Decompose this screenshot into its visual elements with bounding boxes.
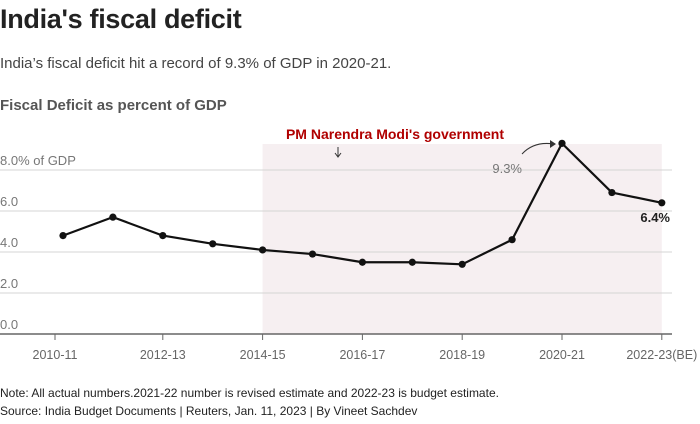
chart-title: Fiscal Deficit as percent of GDP	[0, 97, 227, 114]
x-tick-label: 2022-23(BE)	[626, 348, 697, 362]
subtitle: India’s fiscal deficit hit a record of 9…	[0, 55, 392, 72]
y-tick-label: 4.0	[0, 235, 18, 250]
data-point	[159, 232, 167, 240]
y-tick-label: 0.0	[0, 317, 18, 332]
x-tick-label: 2018-19	[439, 348, 485, 362]
arrow-head-icon	[550, 140, 556, 148]
data-point	[508, 236, 516, 244]
data-point	[358, 258, 366, 266]
y-tick-label: 6.0	[0, 194, 18, 209]
data-point	[259, 246, 267, 254]
shaded-region	[262, 144, 662, 334]
page-title: India's fiscal deficit	[0, 4, 242, 34]
data-point	[658, 199, 666, 207]
data-point	[209, 240, 217, 248]
last-value-label: 6.4%	[640, 210, 670, 225]
peak-label: 9.3%	[492, 161, 522, 176]
x-tick-label: 2014-15	[240, 348, 286, 362]
data-point	[408, 258, 416, 266]
source: Source: India Budget Documents | Reuters…	[0, 404, 418, 418]
x-tick-label: 2020-21	[539, 348, 585, 362]
note: Note: All actual numbers.2021-22 number …	[0, 386, 499, 400]
data-point	[608, 188, 616, 197]
data-point	[308, 250, 317, 258]
shaded-region-label: PM Narendra Modi's government	[286, 126, 504, 142]
x-tick-label: 2016-17	[339, 348, 385, 362]
x-tick-label: 2012-13	[140, 348, 186, 362]
data-point	[558, 139, 566, 147]
data-point	[458, 260, 466, 268]
data-point	[109, 213, 117, 221]
down-arrow-icon	[334, 147, 342, 158]
y-tick-label: 2.0	[0, 276, 18, 291]
x-tick-label: 2010-11	[33, 348, 78, 362]
data-point	[59, 232, 67, 240]
y-tick-label: 8.0% of GDP	[0, 153, 76, 168]
